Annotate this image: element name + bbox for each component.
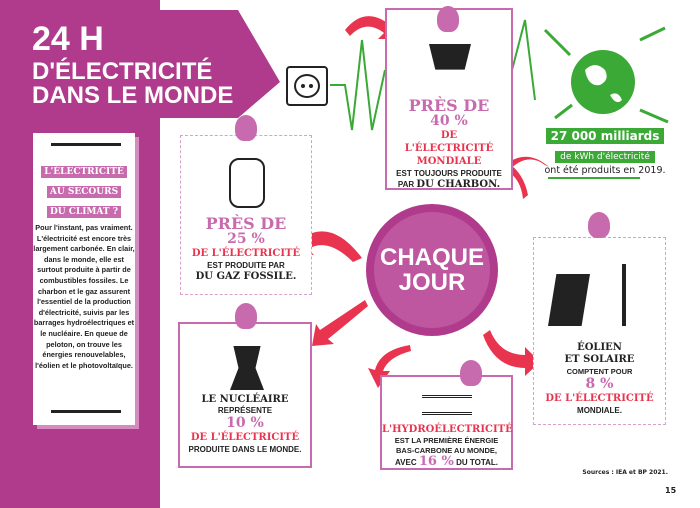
globe-value: 27 000 milliards <box>545 128 665 144</box>
center-line: JOUR <box>398 269 466 296</box>
wind-share: DE L'ÉLECTRICITÉ <box>545 393 654 404</box>
lightbulb-icon <box>460 360 482 386</box>
arrow-icon <box>368 345 411 388</box>
wind-text: COMPTENT POUR <box>566 367 633 376</box>
coal-share: DE L'ÉLECTRICITÉ MONDIALE <box>404 130 494 167</box>
coal-pre: PAR <box>397 180 415 189</box>
title-line: 24 H <box>32 20 104 58</box>
gas-text: EST PRODUITE PAR <box>207 261 285 270</box>
sources-note: Sources : IEA et BP 2021. <box>582 469 668 476</box>
wind-text2: MONDIALE. <box>577 406 622 415</box>
hydro-box: L'HYDROÉLECTRICITÉ EST LA PREMIÈRE ÉNERG… <box>380 375 513 470</box>
gas-share: DE L'ÉLECTRICITÉ <box>191 248 301 259</box>
page-title: 24 H D'ÉLECTRICITÉ DANS LE MONDE <box>0 10 280 118</box>
sidebar-card: L'ÉLECTRICITÉ AU SECOURS DU CLIMAT ? Pou… <box>33 133 135 425</box>
lightbulb-icon <box>235 303 257 329</box>
nuclear-source: LE NUCLÉAIRE <box>201 394 289 405</box>
center-line: CHAQUE <box>379 244 484 271</box>
nuclear-plant-icon <box>230 346 264 390</box>
hydro-source: L'HYDROÉLECTRICITÉ <box>382 424 513 435</box>
globe-text: ont été produits en 2019. <box>544 165 666 176</box>
gas-source: DU GAZ FOSSILE. <box>195 271 297 282</box>
lightbulb-icon <box>235 115 257 141</box>
gas-lead: PRÈS DE <box>205 214 287 233</box>
title-banner <box>0 10 280 118</box>
arrow-icon <box>483 330 540 376</box>
wind-value: 8 % <box>585 376 614 392</box>
nuclear-text: REPRÉSENTE <box>217 406 273 415</box>
page-number: 15 <box>665 486 677 495</box>
hydro-pre: AVEC <box>394 458 417 467</box>
sidebar-kicker: L'ÉLECTRICITÉ <box>41 166 127 178</box>
globe-stat: 27 000 milliards de kWh d'électricité on… <box>535 125 675 176</box>
hydro-text: EST LA PREMIÈRE ÉNERGIE BAS-CARBONE AU M… <box>394 436 499 455</box>
sidebar-kicker: AU SECOURS <box>46 186 122 198</box>
arrow-icon <box>312 300 368 346</box>
plug-icon <box>51 410 121 413</box>
nuclear-box: LE NUCLÉAIRE REPRÉSENTE 10 % DE L'ÉLECTR… <box>178 322 312 468</box>
gas-box: PRÈS DE 25 % DE L'ÉLECTRICITÉ EST PRODUI… <box>180 135 312 295</box>
wind-source: ÉOLIEN <box>577 342 622 353</box>
hydro-post: DU TOTAL. <box>456 458 498 467</box>
hydro-value: 16 % <box>418 454 454 469</box>
coal-lead: PRÈS DE <box>408 96 490 115</box>
coal-source: DU CHARBON. <box>416 179 501 190</box>
power-line-2 <box>511 19 536 101</box>
globe-unit: de kWh d'électricité <box>555 151 655 163</box>
dam-icon <box>422 395 472 415</box>
solar-panel-icon <box>548 274 590 326</box>
coal-box: PRÈS DE 40 % DE L'ÉLECTRICITÉ MONDIALE E… <box>385 8 513 190</box>
title-line: D'ÉLECTRICITÉ <box>32 58 213 85</box>
gas-bottle-icon <box>229 158 265 208</box>
wind-source: ET SOLAIRE <box>564 354 635 365</box>
lightbulb-icon <box>588 212 610 238</box>
sidebar-body: Pour l'instant, pas vraiment. L'électric… <box>33 223 135 370</box>
wind-solar-box: ÉOLIEN ET SOLAIRE COMPTENT POUR 8 % DE L… <box>533 237 666 425</box>
coal-text: EST TOUJOURS PRODUITE <box>396 169 502 178</box>
nuclear-text2: PRODUITE DANS LE MONDE. <box>188 445 302 454</box>
sidebar-kicker: DU CLIMAT ? <box>46 206 122 218</box>
plug-icon <box>51 143 121 146</box>
lightbulb-icon <box>437 6 459 32</box>
gas-value: 25 % <box>227 231 265 247</box>
coal-value: 40 % <box>430 113 468 129</box>
center-label: CHAQUE JOUR <box>366 245 498 295</box>
coal-wagon-icon <box>429 44 471 70</box>
nuclear-share: DE L'ÉLECTRICITÉ <box>190 432 300 443</box>
title-line: DANS LE MONDE <box>32 82 234 109</box>
socket-icon <box>286 66 328 106</box>
wind-turbine-icon <box>622 264 626 326</box>
power-line <box>330 39 386 131</box>
nuclear-value: 10 % <box>226 415 264 431</box>
